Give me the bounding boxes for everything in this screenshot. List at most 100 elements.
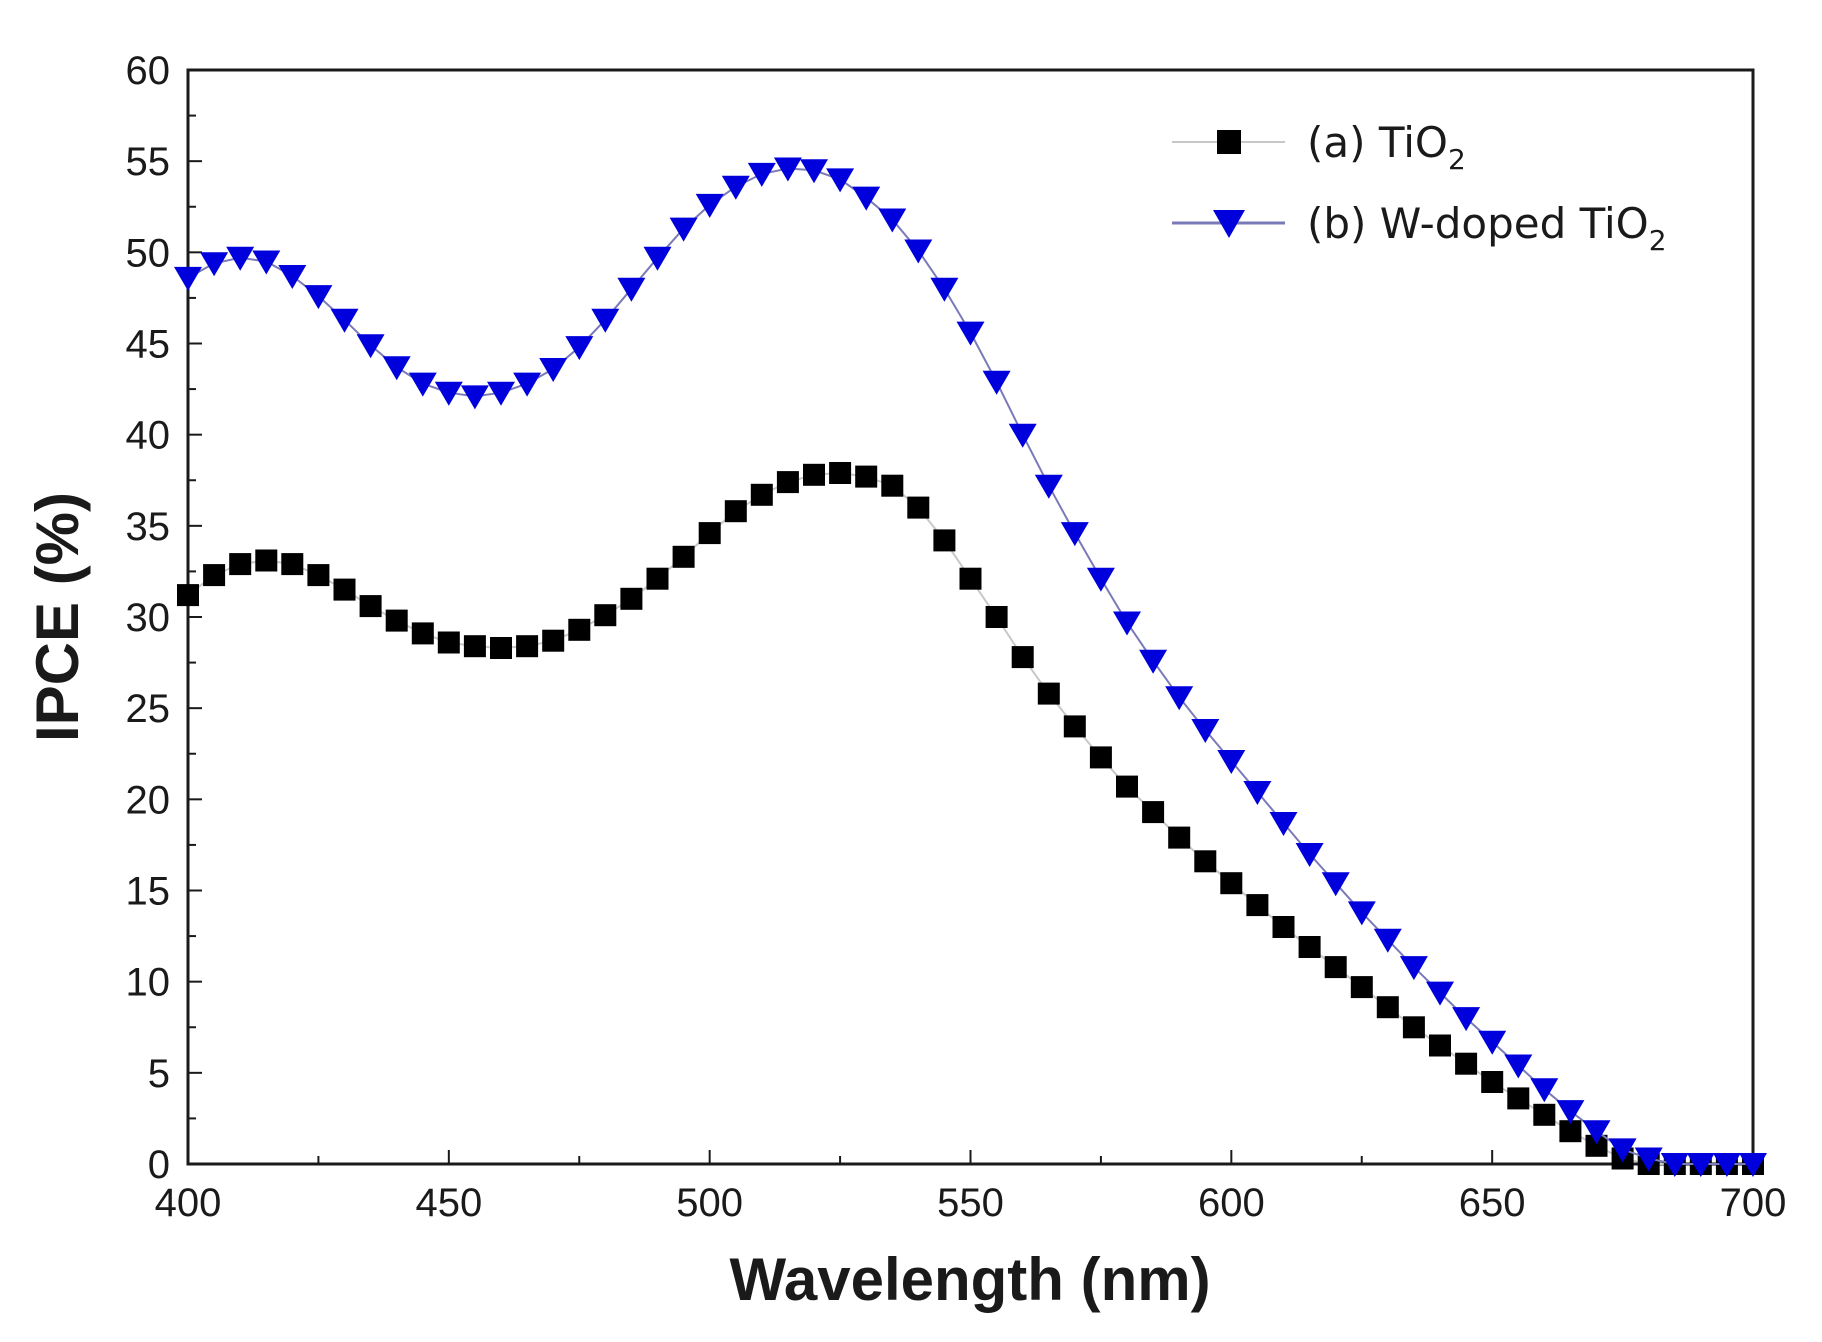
x-tick-label: 450 bbox=[415, 1181, 482, 1225]
data-point-square bbox=[1533, 1103, 1556, 1126]
data-point-square bbox=[672, 545, 695, 568]
y-tick-label: 35 bbox=[126, 505, 171, 549]
legend-entry-tio2: (a) TiO2 bbox=[1172, 118, 1466, 176]
data-point-square bbox=[750, 483, 773, 506]
data-point-triangle bbox=[565, 336, 594, 361]
data-point-square bbox=[490, 637, 512, 659]
data-point-triangle bbox=[1399, 956, 1428, 981]
data-point-triangle bbox=[1478, 1030, 1507, 1055]
y-tick-label: 20 bbox=[126, 778, 171, 822]
data-point-square bbox=[881, 474, 904, 497]
data-point-triangle bbox=[1373, 928, 1402, 953]
data-point-square bbox=[463, 635, 486, 658]
data-point-triangle bbox=[252, 250, 281, 275]
legend-label-tio2-main: (a) TiO bbox=[1307, 118, 1448, 167]
data-point-square bbox=[1063, 715, 1086, 738]
data-point-square bbox=[1220, 872, 1243, 895]
data-point-triangle bbox=[382, 356, 411, 381]
data-point-triangle bbox=[956, 321, 985, 346]
data-point-square bbox=[542, 629, 565, 652]
legend-label-w-doped-tio2-subscript: 2 bbox=[1649, 224, 1667, 257]
legend-marker-square-icon bbox=[1217, 130, 1241, 154]
x-axis-title: Wavelength (nm) bbox=[729, 1246, 1210, 1313]
data-point-triangle bbox=[1530, 1078, 1559, 1103]
data-point-triangle bbox=[643, 246, 672, 271]
data-point-triangle bbox=[226, 246, 255, 271]
data-point-square bbox=[594, 604, 617, 627]
y-tick-label: 45 bbox=[126, 323, 171, 367]
legend-label-tio2: (a) TiO2 bbox=[1307, 118, 1466, 176]
y-tick-label: 0 bbox=[148, 1143, 170, 1187]
data-point-triangle bbox=[617, 277, 646, 302]
data-point-triangle bbox=[1452, 1007, 1481, 1032]
data-point-triangle bbox=[1165, 686, 1194, 711]
data-point-square bbox=[359, 595, 382, 618]
data-point-square bbox=[1037, 682, 1060, 705]
data-point-triangle bbox=[1739, 1153, 1767, 1177]
data-point-triangle bbox=[1113, 611, 1141, 636]
y-tick-label: 30 bbox=[126, 596, 171, 640]
y-axis-title: IPCE (%) bbox=[24, 492, 91, 742]
data-point-triangle bbox=[1086, 567, 1115, 592]
x-tick-label: 700 bbox=[1720, 1181, 1787, 1225]
data-point-square bbox=[646, 567, 669, 590]
data-point-square bbox=[516, 635, 539, 658]
data-point-square bbox=[1116, 775, 1138, 798]
data-point-square bbox=[1585, 1134, 1608, 1157]
data-point-square bbox=[620, 587, 643, 610]
y-tick-label: 55 bbox=[126, 140, 171, 184]
x-tick-label: 650 bbox=[1459, 1181, 1526, 1225]
x-tick-labels: 400 450 500 550 600 650 700 bbox=[155, 1181, 1787, 1225]
data-point-triangle bbox=[278, 265, 307, 289]
data-point-square bbox=[203, 564, 226, 587]
series-w-doped-tio2 bbox=[174, 157, 1767, 1177]
data-point-triangle bbox=[1321, 872, 1350, 897]
data-point-triangle bbox=[878, 208, 907, 233]
data-point-triangle bbox=[852, 186, 881, 211]
data-point-triangle bbox=[1634, 1147, 1663, 1172]
y-tick-label: 60 bbox=[126, 49, 171, 93]
data-point-square bbox=[1376, 996, 1399, 1019]
data-point-square bbox=[255, 549, 278, 572]
data-point-square bbox=[1559, 1120, 1582, 1143]
data-point-triangle bbox=[1608, 1138, 1637, 1163]
legend-marker-triangle-down-icon bbox=[1213, 210, 1245, 238]
data-point-triangle bbox=[1269, 812, 1298, 836]
data-point-triangle bbox=[1347, 901, 1376, 926]
data-point-triangle bbox=[1686, 1153, 1715, 1177]
data-point-square bbox=[333, 578, 356, 601]
y-tick-label: 25 bbox=[126, 687, 171, 731]
data-point-square bbox=[724, 500, 747, 523]
data-point-square bbox=[803, 463, 825, 486]
data-point-square bbox=[1429, 1034, 1451, 1057]
data-point-triangle bbox=[1660, 1153, 1689, 1177]
data-point-triangle bbox=[1295, 843, 1324, 867]
data-point-square bbox=[985, 606, 1008, 628]
data-point-square bbox=[229, 553, 252, 576]
y-tick-label: 40 bbox=[126, 414, 171, 458]
data-point-square bbox=[437, 631, 460, 654]
data-point-triangle bbox=[669, 217, 698, 242]
data-point-triangle bbox=[695, 193, 724, 218]
y-tick-label: 15 bbox=[126, 870, 171, 914]
data-point-square bbox=[1324, 956, 1347, 979]
data-point-square bbox=[959, 567, 982, 590]
data-point-square bbox=[1272, 916, 1295, 938]
data-point-triangle bbox=[747, 162, 776, 187]
x-tick-label: 600 bbox=[1198, 1181, 1265, 1225]
data-point-triangle bbox=[1060, 522, 1089, 547]
data-point-triangle bbox=[434, 381, 463, 406]
legend: (a) TiO2 (b) W-doped TiO2 bbox=[1172, 118, 1667, 257]
data-point-triangle bbox=[487, 381, 515, 406]
x-tick-label: 400 bbox=[155, 1181, 222, 1225]
data-point-square bbox=[568, 618, 591, 641]
data-point-triangle bbox=[513, 372, 542, 397]
data-point-triangle bbox=[1034, 474, 1063, 499]
data-point-square bbox=[1298, 936, 1321, 958]
data-point-square bbox=[1168, 826, 1191, 849]
data-point-square bbox=[1455, 1052, 1478, 1075]
data-point-triangle bbox=[539, 358, 568, 382]
data-point-triangle bbox=[982, 370, 1011, 395]
data-point-square bbox=[1350, 976, 1373, 999]
data-point-square bbox=[776, 471, 799, 494]
